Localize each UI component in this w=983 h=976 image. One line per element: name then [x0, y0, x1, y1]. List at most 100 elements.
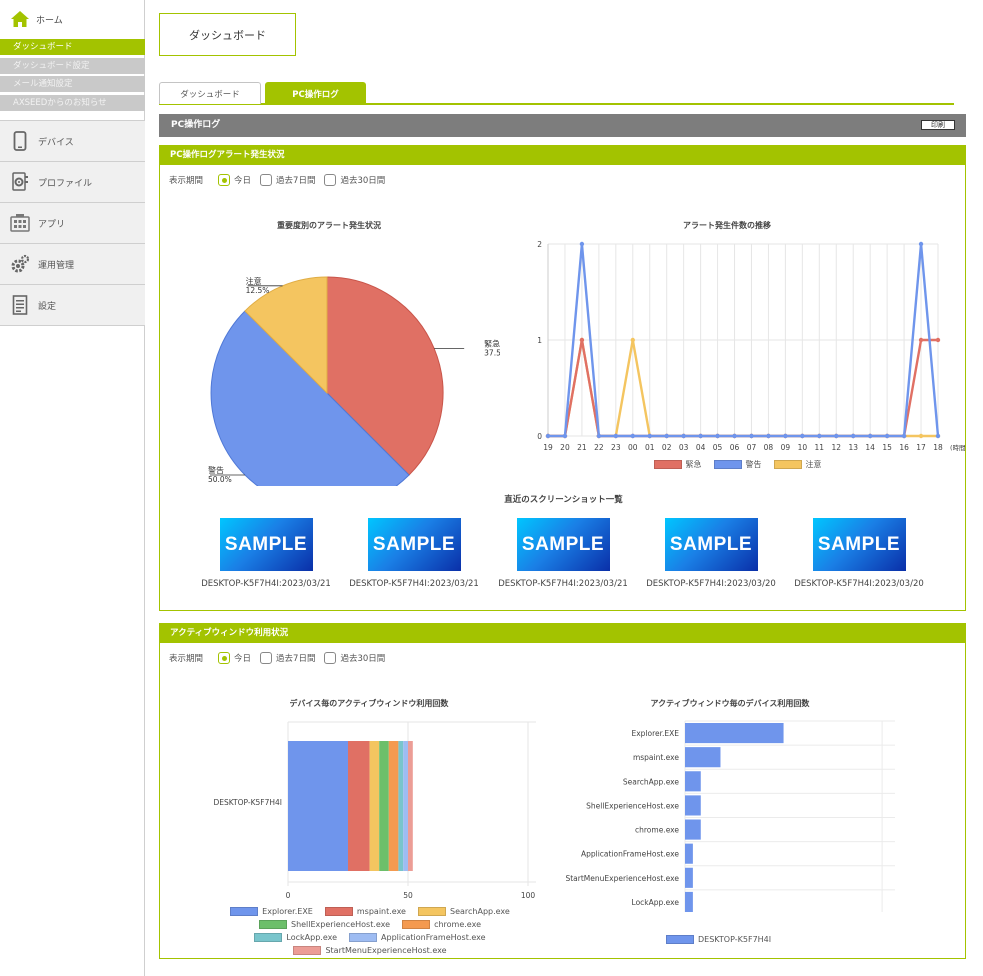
legend-item[interactable]: chrome.exe [402, 920, 481, 929]
legend-item[interactable]: 警告 [713, 459, 762, 470]
radio-button[interactable] [218, 652, 231, 664]
nav-item-profile[interactable]: プロファイル [0, 162, 145, 203]
stacked-bar-chart-title: デバイス毎のアクティブウィンドウ利用回数 [289, 699, 449, 708]
legend-item[interactable]: ApplicationFrameHost.exe [349, 933, 486, 942]
screenshot-item[interactable]: SAMPLE DESKTOP-K5F7H4I:2023/03/21 [344, 518, 484, 589]
x-tick-label: 16 [899, 443, 909, 452]
tab-dashboard[interactable]: ダッシュボード [159, 82, 261, 104]
line-series [548, 339, 938, 438]
phone-icon [10, 130, 30, 152]
x-tick-label: 19 [543, 443, 553, 452]
stacked-bar-segment [348, 741, 370, 871]
nav-item-device[interactable]: デバイス [0, 121, 145, 162]
x-tick-label: 12 [831, 443, 841, 452]
line-point [613, 433, 619, 439]
screenshot-thumbnail[interactable]: SAMPLE [367, 518, 461, 571]
legend-swatch [402, 920, 431, 929]
x-tick-label: 06 [730, 443, 740, 452]
radio-button[interactable] [218, 174, 231, 186]
subnav-mail-settings[interactable]: メール通知設定 [0, 76, 145, 92]
radio-30days[interactable]: 過去30日間 [324, 174, 385, 186]
line-point [884, 433, 890, 439]
line-point [715, 433, 720, 439]
stacked-bar-segment [388, 741, 399, 871]
radio-button[interactable] [260, 652, 273, 664]
home-link[interactable]: ホーム [10, 8, 63, 30]
screenshot-item[interactable]: SAMPLE DESKTOP-K5F7H4I:2023/03/21 [493, 518, 633, 589]
nav-item-operations[interactable]: 運用管理 [0, 244, 145, 285]
subnav-dashboard[interactable]: ダッシュボード [0, 39, 145, 55]
legend-label: 注意 [805, 460, 822, 469]
legend-label: 緊急 [685, 460, 702, 469]
hbar [685, 843, 693, 864]
x-tick-label: 02 [662, 443, 672, 452]
legend-label: mspaint.exe [356, 907, 406, 916]
screenshot-thumbnail[interactable]: SAMPLE [812, 518, 906, 571]
radio-30days[interactable]: 過去30日間 [324, 652, 385, 664]
screenshot-caption: DESKTOP-K5F7H4I:2023/03/21 [201, 579, 331, 589]
pie-label: 緊急 [484, 339, 500, 349]
hbar [685, 867, 693, 888]
radio-button[interactable] [260, 174, 273, 186]
radio-7days[interactable]: 過去7日間 [260, 652, 315, 664]
legend-swatch [293, 946, 322, 955]
screenshot-thumbnail[interactable]: SAMPLE [664, 518, 758, 571]
line-point [579, 241, 585, 247]
radio-today[interactable]: 今日 [218, 174, 251, 186]
line-point [579, 337, 585, 343]
x-tick-label: 05 [713, 443, 723, 452]
radio-label: 今日 [234, 654, 252, 664]
screenshot-caption: DESKTOP-K5F7H4I:2023/03/20 [646, 579, 776, 589]
hbar [685, 819, 701, 840]
subnav-dashboard-settings[interactable]: ダッシュボード設定 [0, 57, 145, 74]
x-tick-label: 21 [577, 443, 587, 452]
nav-item-label: 運用管理 [38, 260, 75, 271]
x-tick-label: 15 [882, 443, 892, 452]
screenshot-thumbnail[interactable]: SAMPLE [516, 518, 610, 571]
screenshot-item[interactable]: SAMPLE DESKTOP-K5F7H4I:2023/03/21 [196, 518, 336, 589]
y-tick-label: 1 [537, 336, 542, 345]
radio-label: 今日 [234, 176, 252, 186]
x-tick-label: 00 [628, 443, 638, 452]
radio-today[interactable]: 今日 [218, 652, 251, 664]
line-point [681, 433, 686, 439]
x-tick-label: 17 [916, 443, 926, 452]
nav-item-app[interactable]: アプリ [0, 203, 145, 244]
legend-item[interactable]: Explorer.EXE [230, 907, 313, 916]
radio-button[interactable] [324, 174, 337, 186]
legend-item[interactable]: 緊急 [653, 459, 702, 470]
radio-label: 過去30日間 [340, 654, 386, 664]
legend-label: LockApp.exe [286, 933, 338, 942]
legend-swatch [417, 907, 446, 916]
legend-label: Explorer.EXE [262, 907, 313, 916]
line-chart-legend: 緊急 警告 注意 [510, 459, 965, 474]
hbar [685, 747, 721, 768]
line-point [935, 337, 941, 343]
line-point [596, 433, 602, 439]
tab-pc-log[interactable]: PC操作ログ [265, 82, 366, 104]
x-tick-label: 100 [521, 891, 536, 900]
screenshot-item[interactable]: SAMPLE DESKTOP-K5F7H4I:2023/03/20 [789, 518, 929, 589]
legend-swatch [713, 460, 742, 469]
y-tick-label: mspaint.exe [633, 753, 679, 762]
dashboard-subnav: ダッシュボード ダッシュボード設定 メール通知設定 AXSEEDからのお知らせ [0, 39, 145, 113]
legend-item[interactable]: LockApp.exe [254, 933, 337, 942]
radio-7days[interactable]: 過去7日間 [260, 174, 315, 186]
screenshot-thumbnail[interactable]: SAMPLE [219, 518, 313, 571]
legend-item[interactable]: DESKTOP-K5F7H4I [666, 935, 771, 944]
screenshot-item[interactable]: SAMPLE DESKTOP-K5F7H4I:2023/03/20 [641, 518, 781, 589]
print-button[interactable]: 印刷 [921, 120, 955, 130]
section-bar: PC操作ログ 印刷 [159, 114, 966, 137]
nav-item-settings[interactable]: 設定 [0, 285, 145, 326]
document-icon [10, 294, 30, 316]
legend-item[interactable]: mspaint.exe [324, 907, 406, 916]
legend-item[interactable]: StartMenuExperienceHost.exe [293, 946, 447, 955]
legend-item[interactable]: SearchApp.exe [417, 907, 510, 916]
legend-item[interactable]: ShellExperienceHost.exe [258, 920, 390, 929]
nav-item-label: 設定 [38, 301, 57, 312]
legend-item[interactable]: 注意 [773, 459, 822, 470]
legend-label: ApplicationFrameHost.exe [381, 933, 486, 942]
x-tick-label: 09 [781, 443, 791, 452]
radio-button[interactable] [324, 652, 337, 664]
subnav-news[interactable]: AXSEEDからのお知らせ [0, 94, 145, 111]
